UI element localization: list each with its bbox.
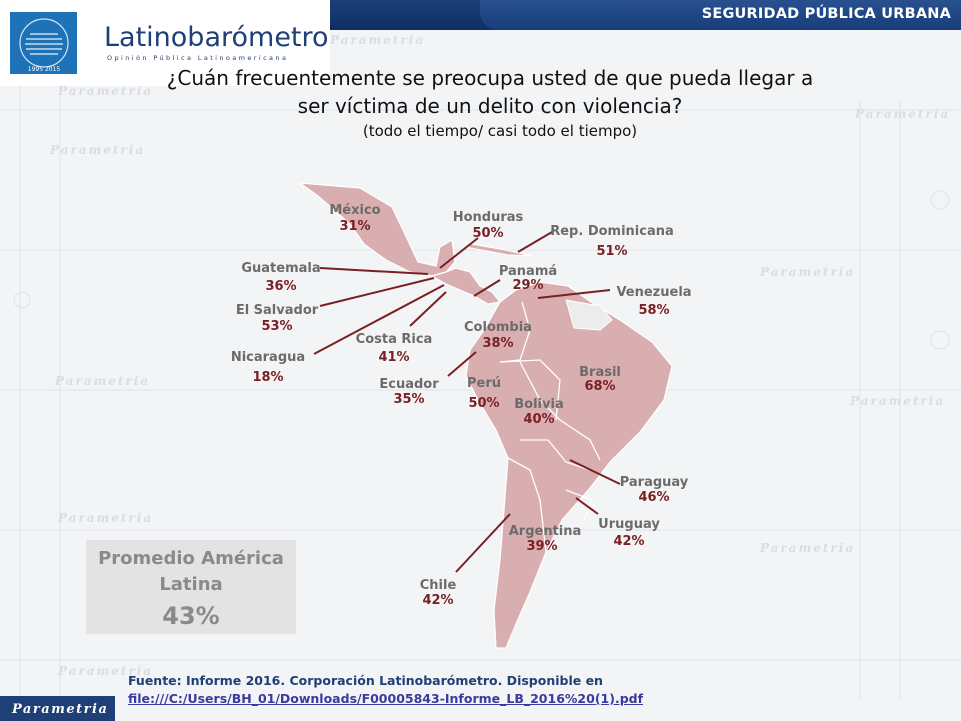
watermark-text: Parametria xyxy=(854,107,950,121)
country-name-peru: Perú xyxy=(467,376,501,391)
logo-block: 1995 2015 Latinobarómetro Opinión Públic… xyxy=(0,0,330,86)
average-box: Promedio América Latina 43% xyxy=(86,540,296,634)
country-pct-chile: 42% xyxy=(422,593,453,608)
country-pct-honduras: 50% xyxy=(472,226,503,241)
country-pct-mexico: 31% xyxy=(339,219,370,234)
country-name-panama: Panamá xyxy=(499,264,557,279)
country-name-paraguay: Paraguay xyxy=(620,475,689,490)
map-land xyxy=(297,182,673,649)
page-title: ¿Cuán frecuentemente se preocupa usted d… xyxy=(166,66,814,118)
logo-tagline: Opinión Pública Latinoamericana xyxy=(107,54,289,62)
country-pct-el-salvador: 53% xyxy=(261,319,292,334)
watermark-text: Parametria xyxy=(329,33,425,47)
country-name-honduras: Honduras xyxy=(453,210,524,225)
country-name-rep-dominicana: Rep. Dominicana xyxy=(550,224,674,239)
country-name-bolivia: Bolivia xyxy=(514,397,563,412)
header-tab xyxy=(480,0,961,30)
watermark-text: Parametria xyxy=(759,541,855,555)
watermark-text: Parametria xyxy=(57,84,153,98)
logo-badge-years: 1995 2015 xyxy=(28,66,61,73)
country-pct-argentina: 39% xyxy=(526,539,557,554)
country-name-ecuador: Ecuador xyxy=(379,377,439,392)
country-pct-guatemala: 36% xyxy=(265,279,296,294)
country-name-brasil: Brasil xyxy=(579,365,621,380)
country-pct-costa-rica: 41% xyxy=(378,350,409,365)
logo-name: Latinobarómetro xyxy=(104,22,329,53)
country-name-argentina: Argentina xyxy=(509,524,582,539)
watermark-text: Parametria xyxy=(759,265,855,279)
country-name-uruguay: Uruguay xyxy=(598,517,660,532)
country-name-mexico: México xyxy=(329,203,380,218)
country-pct-peru: 50% xyxy=(468,396,499,411)
country-pct-venezuela: 58% xyxy=(638,303,669,318)
country-name-costa-rica: Costa Rica xyxy=(356,332,433,347)
source-note: Fuente: Informe 2016. Corporación Latino… xyxy=(128,672,868,708)
country-pct-brasil: 68% xyxy=(584,379,615,394)
mexico-shape xyxy=(297,182,456,277)
country-name-chile: Chile xyxy=(420,578,457,593)
country-pct-colombia: 38% xyxy=(482,336,513,351)
country-name-nicaragua: Nicaragua xyxy=(231,350,305,365)
watermark-text: Parametria xyxy=(57,511,153,525)
country-pct-paraguay: 46% xyxy=(638,490,669,505)
leader-lines xyxy=(313,231,621,573)
country-pct-ecuador: 35% xyxy=(393,392,424,407)
central-america-shape xyxy=(430,267,502,305)
footer-bar xyxy=(0,696,115,721)
guianas-shape xyxy=(565,299,613,331)
watermark-text: Parametria xyxy=(57,664,153,678)
footer-brand: Parametria xyxy=(12,702,109,717)
watermark-text: Parametria xyxy=(49,143,145,157)
country-pct-panama: 29% xyxy=(512,278,543,293)
country-name-el-salvador: El Salvador xyxy=(236,303,319,318)
country-pct-uruguay: 42% xyxy=(613,534,644,549)
average-label: Promedio América Latina xyxy=(98,548,284,595)
country-pct-nicaragua: 18% xyxy=(252,370,283,385)
average-value: 43% xyxy=(162,602,220,630)
globe-icon: 1995 2015 xyxy=(19,18,69,73)
source-text: Fuente: Informe 2016. Corporación Latino… xyxy=(128,673,603,688)
section-tag: SEGURIDAD PÚBLICA URBANA xyxy=(701,6,951,22)
country-name-guatemala: Guatemala xyxy=(241,261,320,276)
logo-badge: 1995 2015 xyxy=(10,12,77,74)
country-name-colombia: Colombia xyxy=(464,320,532,335)
source-link[interactable]: file:///C:/Users/BH_01/Downloads/F000058… xyxy=(128,691,644,706)
watermark-texts: Parametria Parametria Parametria Paramet… xyxy=(49,33,950,678)
page-subtitle: (todo el tiempo/ casi todo el tiempo) xyxy=(362,122,638,140)
caribbean-islands-shape xyxy=(464,242,533,257)
country-pct-rep-dominicana: 51% xyxy=(596,244,627,259)
country-name-venezuela: Venezuela xyxy=(616,285,691,300)
watermark-text: Parametria xyxy=(54,374,150,388)
country-borders xyxy=(499,301,601,553)
country-pct-bolivia: 40% xyxy=(523,412,554,427)
watermark-text: Parametria xyxy=(849,394,945,408)
